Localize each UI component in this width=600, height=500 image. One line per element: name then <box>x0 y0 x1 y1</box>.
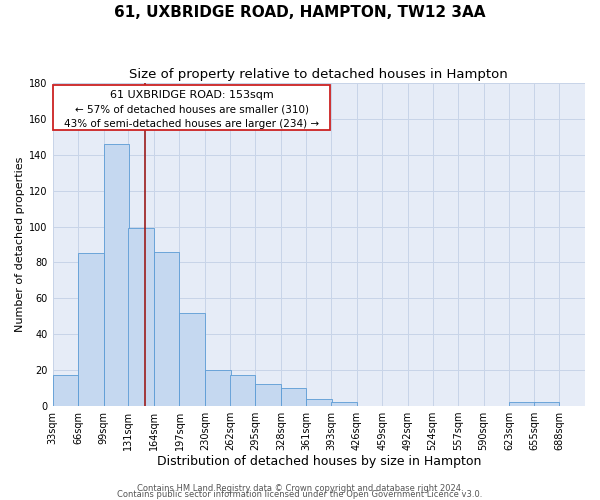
Bar <box>256 384 281 406</box>
Bar <box>534 402 559 406</box>
Text: Contains public sector information licensed under the Open Government Licence v3: Contains public sector information licen… <box>118 490 482 499</box>
Bar <box>78 254 104 406</box>
Y-axis label: Number of detached properties: Number of detached properties <box>15 157 25 332</box>
Bar <box>154 252 179 406</box>
Bar <box>104 144 129 406</box>
Bar <box>509 402 535 406</box>
FancyBboxPatch shape <box>53 85 331 130</box>
Bar <box>205 370 230 406</box>
Bar <box>307 399 332 406</box>
Bar <box>230 376 256 406</box>
Text: 43% of semi-detached houses are larger (234) →: 43% of semi-detached houses are larger (… <box>64 119 319 129</box>
Bar <box>281 388 307 406</box>
Bar <box>53 376 78 406</box>
X-axis label: Distribution of detached houses by size in Hampton: Distribution of detached houses by size … <box>157 454 481 468</box>
Bar <box>179 312 205 406</box>
Text: 61, UXBRIDGE ROAD, HAMPTON, TW12 3AA: 61, UXBRIDGE ROAD, HAMPTON, TW12 3AA <box>114 5 486 20</box>
Text: ← 57% of detached houses are smaller (310): ← 57% of detached houses are smaller (31… <box>75 104 309 115</box>
Text: 61 UXBRIDGE ROAD: 153sqm: 61 UXBRIDGE ROAD: 153sqm <box>110 90 274 100</box>
Text: Contains HM Land Registry data © Crown copyright and database right 2024.: Contains HM Land Registry data © Crown c… <box>137 484 463 493</box>
Bar <box>128 228 154 406</box>
Title: Size of property relative to detached houses in Hampton: Size of property relative to detached ho… <box>130 68 508 80</box>
Bar <box>331 402 356 406</box>
